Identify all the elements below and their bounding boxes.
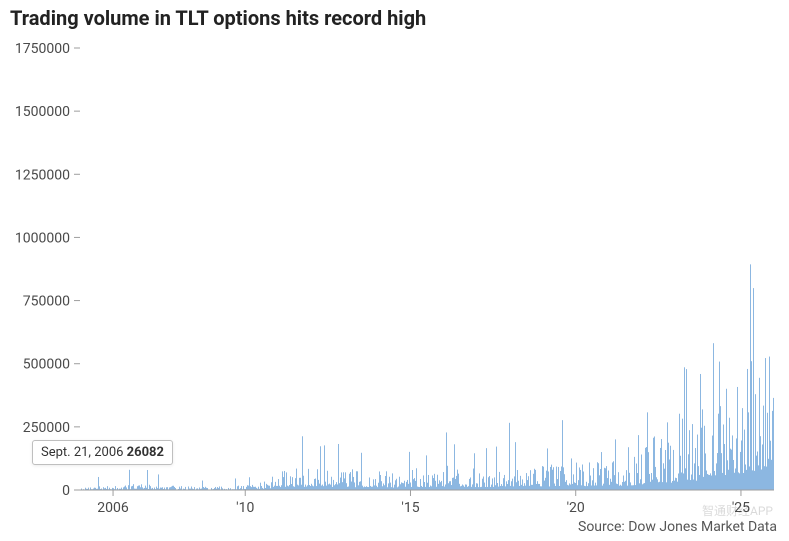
- svg-text:0: 0: [62, 483, 70, 499]
- svg-text:1750000: 1750000: [15, 41, 70, 57]
- svg-text:1250000: 1250000: [15, 167, 70, 183]
- svg-text:'10: '10: [236, 500, 254, 516]
- svg-text:2006: 2006: [97, 500, 129, 516]
- chart-container: Trading volume in TLT options hits recor…: [0, 0, 789, 541]
- svg-text:500000: 500000: [23, 357, 70, 373]
- svg-text:'20: '20: [567, 500, 585, 516]
- svg-text:'15: '15: [401, 500, 419, 516]
- svg-text:250000: 250000: [23, 420, 70, 436]
- svg-text:1500000: 1500000: [15, 104, 70, 120]
- svg-text:1000000: 1000000: [15, 230, 70, 246]
- chart-watermark: 智通财经APP: [702, 502, 773, 519]
- svg-text:750000: 750000: [23, 294, 70, 310]
- chart-plot: 0 250000 500000 750000 1000000 1250000 1500000…: [0, 0, 789, 541]
- chart-source: Source: Dow Jones Market Data: [578, 519, 777, 535]
